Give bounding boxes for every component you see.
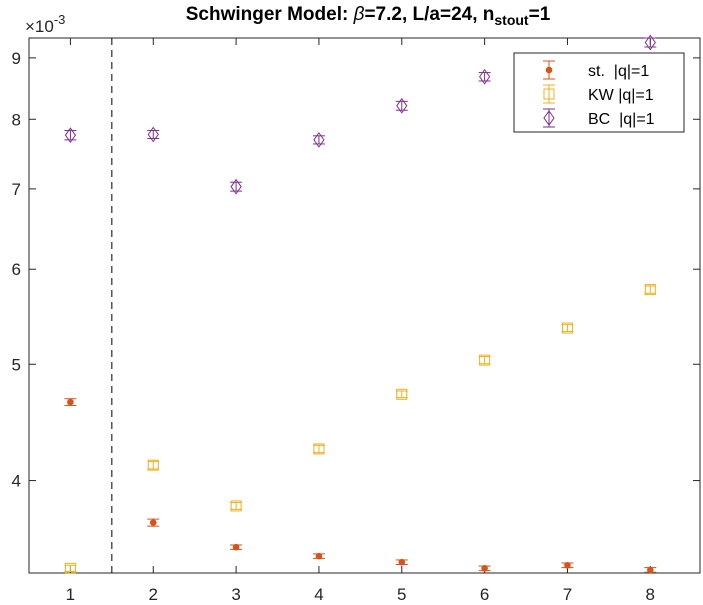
marker [232,543,240,551]
data-point [64,562,77,574]
data-point [312,552,325,560]
data-point [64,398,77,406]
series-1 [64,284,657,574]
marker [479,354,491,366]
y-tick-label: 5 [12,355,21,374]
x-tick-label: 4 [314,585,323,604]
data-point [478,354,491,366]
marker [644,34,656,51]
legend-label: BC |q|=1 [588,111,655,128]
chart-title: Schwinger Model: β=7.2, L/a=24, nstout=1 [186,4,551,28]
data-point [64,127,77,144]
series-0 [64,398,657,574]
y-tick-label: 7 [12,180,21,199]
data-point [644,34,657,51]
data-point [312,443,325,455]
marker [230,178,242,195]
x-tick-label: 5 [397,585,406,604]
marker [479,68,491,85]
legend-marker [545,66,553,74]
x-tick-label: 2 [149,585,158,604]
marker [230,500,242,512]
data-point [230,178,243,195]
data-point [147,518,160,527]
y-tick-label: 8 [12,110,21,129]
marker [149,519,157,526]
marker [147,126,159,143]
data-point [478,565,491,572]
data-point [147,459,160,471]
marker [64,127,77,144]
legend-entry: st. |q|=1 [543,60,649,80]
data-point [644,284,657,296]
data-layer [64,34,657,574]
legend-label: st. |q|=1 [588,63,649,80]
marker [315,552,323,560]
plot-area [28,37,701,574]
marker [561,322,573,334]
data-point [147,126,160,143]
y-exponent-label: ×10-3 [25,12,65,36]
data-point [478,68,491,85]
y-tick-label: 4 [12,472,21,491]
marker [646,566,654,574]
data-point [395,558,408,566]
axis-ticks: 1 2 3 4 5 6 7 8 4 5 6 7 8 9 [12,38,700,604]
marker [481,565,488,572]
legend-entry: BC |q|=1 [543,108,655,128]
x-tick-label: 1 [66,585,75,604]
marker [398,558,406,566]
data-point [561,322,574,334]
marker [313,132,325,148]
legend-marker [543,110,555,126]
marker [64,562,76,574]
legend-label: KW |q|=1 [588,87,654,104]
y-tick-label: 9 [12,49,21,68]
legend-marker [543,88,555,100]
x-tick-label: 6 [480,585,489,604]
legend-entry: KW |q|=1 [543,84,654,104]
legend: st. |q|=1 KW |q|=1 BC |q|=1 [513,52,685,133]
data-point [312,132,325,148]
marker [396,388,408,400]
data-point [561,561,574,569]
marker [147,459,159,471]
marker [313,443,325,455]
data-point [230,500,243,512]
y-tick-label: 6 [12,260,21,279]
data-point [230,543,243,551]
marker [644,284,656,296]
data-point [644,566,657,574]
x-tick-label: 7 [563,585,572,604]
data-point [395,97,408,114]
legend-box [513,52,685,133]
x-tick-label: 8 [646,585,655,604]
x-tick-label: 3 [231,585,240,604]
marker [564,561,571,569]
marker [396,97,408,114]
data-point [395,388,408,400]
marker [67,398,74,406]
